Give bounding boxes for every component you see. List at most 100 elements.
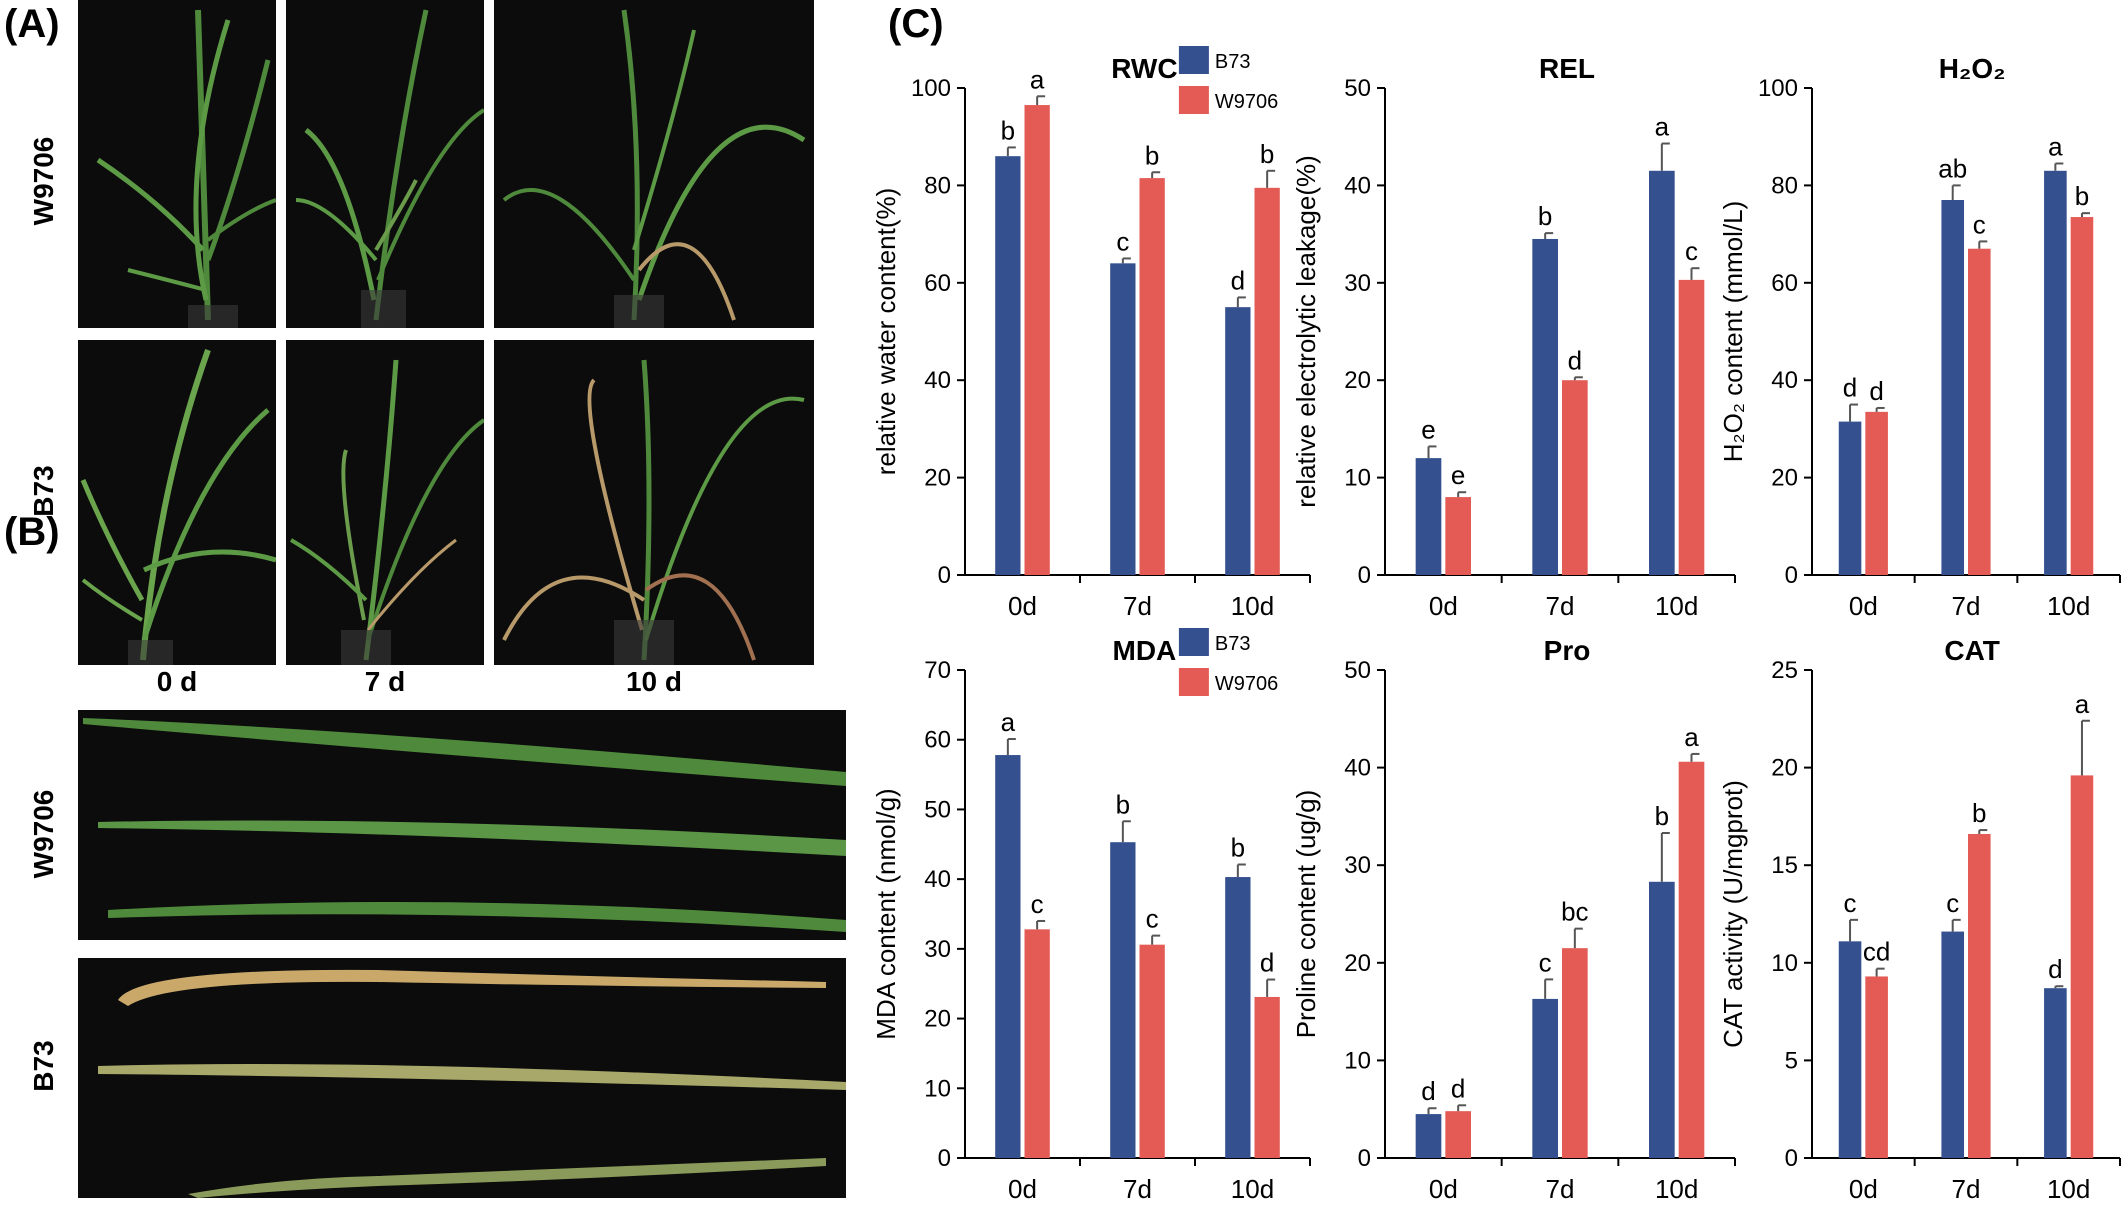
chart6-sig-b73-0: c (1844, 888, 1857, 918)
chart4-ytick-label-2: 20 (924, 1006, 951, 1033)
chart5-xtick-label-0: 0d (1429, 1174, 1458, 1204)
chart6-ytick-label-4: 20 (1771, 755, 1798, 782)
chart4-bar-b73-2 (1225, 877, 1250, 1158)
chart1-sig-w9706-1: b (1145, 140, 1159, 170)
chart5-ytick-label-2: 20 (1344, 950, 1371, 977)
chart1-sig-b73-1: c (1116, 226, 1129, 256)
chart1-bar-w9706-0 (1025, 105, 1050, 575)
chart4-legend-swatch-1 (1179, 668, 1209, 696)
chart4-xtick-label-1: 7d (1123, 1174, 1152, 1204)
chart4-sig-w9706-0: c (1031, 889, 1044, 919)
chart5-sig-w9706-0: d (1451, 1073, 1465, 1103)
chart2-xtick-label-0: 0d (1429, 591, 1458, 621)
chart4-bar-w9706-2 (1255, 997, 1280, 1158)
chart6-ytick-label-3: 15 (1771, 852, 1798, 879)
chart1-sig-b73-0: b (1001, 115, 1015, 145)
chart5-ytick-label-0: 0 (1358, 1145, 1371, 1172)
chart2-bar-b73-0 (1416, 458, 1442, 575)
chart3-ytick-label-5: 100 (1758, 75, 1798, 102)
chart4-sig-b73-0: a (1001, 707, 1016, 737)
chart2-bar-b73-1 (1532, 239, 1558, 575)
chart6-sig-w9706-1: b (1972, 798, 1986, 828)
chart4-sig-w9706-2: d (1260, 948, 1274, 978)
chart2-sig-w9706-2: c (1685, 236, 1698, 266)
chart5-xtick-label-2: 10d (1655, 1174, 1698, 1204)
chart2-sig-w9706-1: d (1568, 345, 1582, 375)
chart1-bar-w9706-1 (1140, 178, 1165, 575)
chart6-xtick-label-1: 7d (1952, 1174, 1981, 1204)
chart6-xtick-label-2: 10d (2047, 1174, 2090, 1204)
chart4-legend-swatch-0 (1179, 628, 1209, 656)
chart3-bar-w9706-1 (1968, 249, 1991, 575)
chart1-ytick-label-5: 100 (911, 75, 951, 102)
chart5-sig-b73-2: b (1655, 801, 1669, 831)
chart2-xtick-label-1: 7d (1546, 591, 1575, 621)
chart3-ylabel: H₂O₂ content (mmol/L) (1718, 201, 1748, 462)
chart5-ytick-label-5: 50 (1344, 657, 1371, 684)
chart2-ytick-label-5: 50 (1344, 75, 1371, 102)
chart1-bar-b73-0 (995, 156, 1020, 575)
chart2-bar-w9706-1 (1562, 380, 1588, 575)
chart4-ytick-label-4: 40 (924, 866, 951, 893)
chart3-xtick-label-2: 10d (2047, 591, 2090, 621)
chart4-xtick-label-0: 0d (1008, 1174, 1037, 1204)
chart5-xtick-label-1: 7d (1546, 1174, 1575, 1204)
chart1-legend-swatch-0 (1179, 46, 1209, 74)
chart5-sig-b73-0: d (1421, 1076, 1435, 1106)
chart1-legend-label-0: B73 (1215, 51, 1251, 73)
chart2-ytick-label-0: 0 (1358, 562, 1371, 589)
chart6-sig-b73-1: c (1946, 888, 1959, 918)
chart3-ytick-label-2: 40 (1771, 367, 1798, 394)
chart1-ytick-label-4: 80 (924, 172, 951, 199)
chart5-bar-w9706-2 (1679, 762, 1705, 1158)
chart5-title: Pro (1544, 635, 1591, 666)
chart1-bar-b73-2 (1225, 307, 1250, 575)
chart5-sig-b73-1: c (1539, 947, 1552, 977)
chart6-ytick-label-1: 5 (1785, 1047, 1798, 1074)
chart6-sig-b73-2: d (2048, 954, 2062, 984)
chart4-sig-b73-1: b (1116, 789, 1130, 819)
chart3-ytick-label-1: 20 (1771, 465, 1798, 492)
chart5-ylabel: Proline content (ug/g) (1291, 790, 1321, 1039)
chart4-title: MDA (1113, 635, 1177, 666)
chart4-bar-w9706-0 (1025, 929, 1050, 1158)
chart3-sig-w9706-1: c (1973, 209, 1986, 239)
chart1-legend-swatch-1 (1179, 86, 1209, 114)
chart2-sig-b73-0: e (1421, 414, 1435, 444)
chart2-ytick-label-2: 20 (1344, 367, 1371, 394)
chart5-bar-b73-1 (1532, 999, 1558, 1158)
chart5-sig-w9706-1: bc (1561, 897, 1588, 927)
chart1-bar-b73-1 (1110, 263, 1135, 575)
chart1-ylabel: relative water content(%) (871, 188, 901, 476)
chart3-title: H₂O₂ (1939, 53, 2006, 84)
chart3-bar-w9706-2 (2071, 217, 2094, 575)
chart2-xtick-label-2: 10d (1655, 591, 1698, 621)
panel-c-charts: 020406080100relative water content(%)RWC… (0, 0, 2128, 1205)
chart2-title: REL (1539, 53, 1595, 84)
chart2-ytick-label-1: 10 (1344, 465, 1371, 492)
chart3-sig-b73-0: d (1843, 373, 1857, 403)
chart1-ytick-label-3: 60 (924, 270, 951, 297)
chart2-bar-b73-2 (1649, 171, 1675, 575)
chart3-ytick-label-0: 0 (1785, 562, 1798, 589)
chart6-title: CAT (1944, 635, 1999, 666)
chart6-ytick-label-0: 0 (1785, 1145, 1798, 1172)
chart1-sig-b73-2: d (1231, 265, 1245, 295)
chart3-bar-w9706-0 (1865, 412, 1888, 575)
chart5-ytick-label-3: 30 (1344, 852, 1371, 879)
chart3-sig-w9706-2: b (2075, 181, 2089, 211)
chart2-sig-b73-1: b (1538, 201, 1552, 231)
chart6-sig-w9706-0: cd (1863, 937, 1890, 967)
chart3-bar-b73-1 (1941, 200, 1964, 575)
chart6-xtick-label-0: 0d (1849, 1174, 1878, 1204)
chart4-ytick-label-1: 10 (924, 1075, 951, 1102)
chart1-ytick-label-1: 20 (924, 465, 951, 492)
chart4-xtick-label-2: 10d (1231, 1174, 1274, 1204)
chart5-ytick-label-1: 10 (1344, 1047, 1371, 1074)
chart6-ylabel: CAT activity (U/mgprot) (1718, 780, 1748, 1048)
chart6-ytick-label-2: 10 (1771, 950, 1798, 977)
chart5-sig-w9706-2: a (1684, 722, 1699, 752)
chart2-ytick-label-3: 30 (1344, 270, 1371, 297)
chart5-bar-b73-2 (1649, 882, 1675, 1158)
chart1-xtick-label-2: 10d (1231, 591, 1274, 621)
